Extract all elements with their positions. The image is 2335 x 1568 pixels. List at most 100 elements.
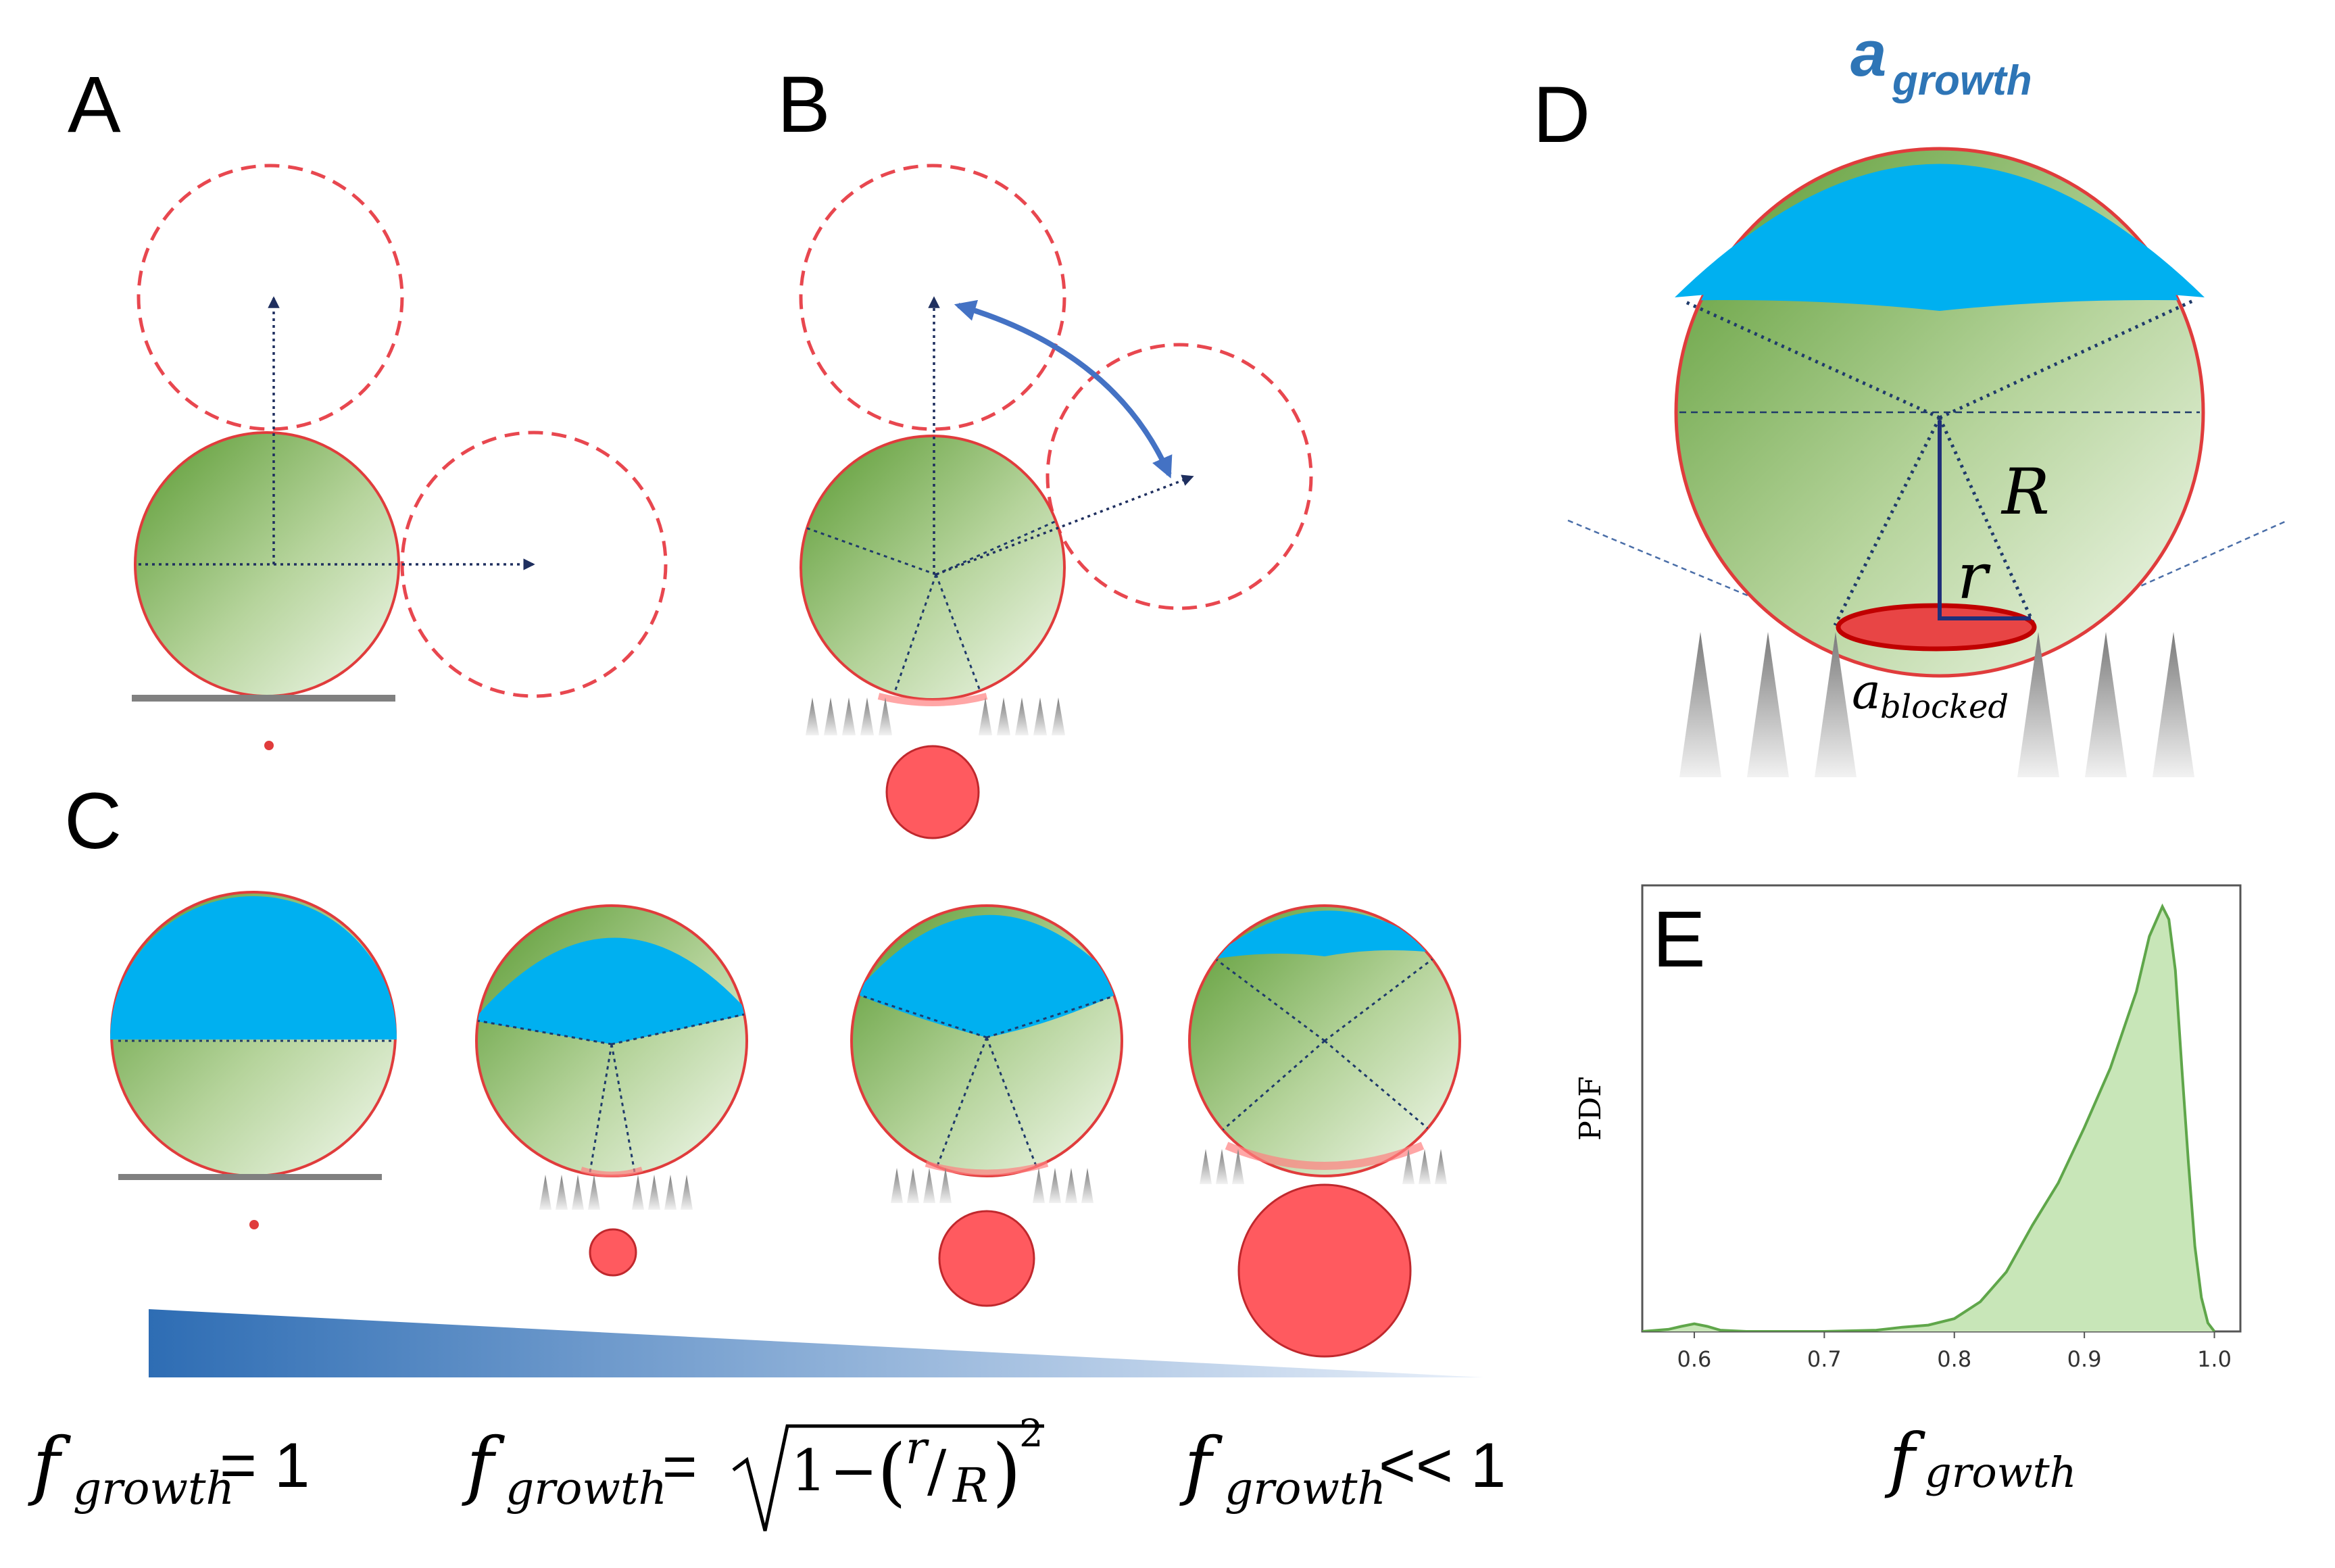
spike <box>2153 632 2194 777</box>
blocked-area-dot <box>885 745 980 839</box>
spike <box>842 697 856 735</box>
spike <box>1679 632 1721 777</box>
spike <box>891 1168 903 1203</box>
cell <box>800 435 1066 701</box>
formula-R: R <box>952 1458 989 1513</box>
panel-d: D a growth R r a blocked <box>1533 18 2288 777</box>
spike <box>1747 632 1789 777</box>
growth-cap <box>1210 910 1440 960</box>
growth-arrow-right <box>935 474 1194 576</box>
formula-sub: growth <box>506 1463 667 1515</box>
spike <box>979 697 992 735</box>
dashed-circle-top <box>137 164 404 431</box>
panel-c: C <box>28 777 1506 1532</box>
formula-exp: 2 <box>1019 1412 1043 1456</box>
x-tick-label: 1.0 <box>2197 1346 2232 1372</box>
formula-rhs: = 1 <box>220 1429 310 1500</box>
panel-b: B <box>777 60 1313 839</box>
spike <box>860 697 874 735</box>
density-area <box>1642 906 2215 1331</box>
contact-dot <box>249 1220 259 1229</box>
panel-label-a: A <box>68 60 121 149</box>
growth-cap-top <box>1675 167 2205 297</box>
growth-cap <box>855 914 1122 1037</box>
spike <box>572 1175 584 1210</box>
panel-label-b: B <box>777 60 831 149</box>
x-tick-label: 0.7 <box>1807 1346 1842 1372</box>
formula-minus: − <box>830 1438 877 1504</box>
facet-lines <box>804 519 1058 700</box>
spike-row-left <box>806 697 892 735</box>
spike <box>997 697 1010 735</box>
panel-a: A <box>68 60 668 750</box>
tangent-right <box>2037 519 2288 633</box>
x-ticks: 0.6 0.7 0.8 0.9 1.0 <box>1677 1331 2232 1372</box>
spike <box>588 1175 600 1210</box>
dashed-circle-top <box>799 164 1066 431</box>
x-tick-label: 0.8 <box>1937 1346 1971 1372</box>
spike <box>1815 632 1857 777</box>
spike-rows <box>891 1168 1093 1203</box>
a-blocked-sub: blocked <box>1880 688 2009 726</box>
panel-label-d: D <box>1533 70 1590 160</box>
blocked-area-dot <box>1237 1183 1412 1358</box>
a-growth-sub: growth <box>1892 57 2032 104</box>
label-r: r <box>1957 540 1991 614</box>
cell-spikes-small <box>475 904 748 1277</box>
spike <box>923 1168 935 1203</box>
spike-row-right <box>979 697 1065 735</box>
spike <box>2017 632 2059 777</box>
x-tick-label: 0.6 <box>1677 1346 1712 1372</box>
spike <box>1081 1168 1093 1203</box>
sqrt-sign <box>732 1424 1044 1532</box>
spike <box>1419 1149 1431 1184</box>
paren-close: ) <box>992 1428 1021 1515</box>
cell-flat <box>110 891 397 1229</box>
spike <box>879 697 892 735</box>
spike <box>664 1175 677 1210</box>
spike <box>1049 1168 1061 1203</box>
formula-right: f growth << 1 <box>1179 1421 1506 1515</box>
growth-cap <box>110 896 397 1039</box>
spike <box>1435 1149 1447 1184</box>
formula-left: f growth = 1 <box>28 1421 310 1515</box>
spike <box>1216 1149 1228 1184</box>
spike <box>632 1175 644 1210</box>
a-growth-base: a <box>1850 18 1886 90</box>
spike <box>681 1175 693 1210</box>
formula-rhs: << 1 <box>1379 1429 1506 1500</box>
x-axis-label-sub: growth <box>1925 1448 2077 1497</box>
flat-surface <box>132 695 395 702</box>
flat-surface <box>118 1174 382 1180</box>
blocked-area <box>1836 603 2037 652</box>
spike <box>824 697 837 735</box>
spike-rows <box>539 1175 693 1210</box>
spike <box>1033 1168 1045 1203</box>
radius-marker <box>1938 420 2031 620</box>
blocked-area-dot <box>589 1228 637 1277</box>
spike <box>1015 697 1029 735</box>
dashed-circle-right <box>1046 343 1313 610</box>
spike-row <box>1679 632 2194 777</box>
paren-open: ( <box>877 1428 906 1515</box>
spike <box>1232 1149 1244 1184</box>
label-R: R <box>2000 456 2050 529</box>
spike <box>1033 697 1047 735</box>
growth-cap <box>476 937 747 1044</box>
formula-middle: f growth = 1 − ( r / R ) 2 <box>462 1412 1044 1532</box>
chart-title: E <box>1652 895 1706 984</box>
facet-lines <box>1681 299 2194 627</box>
rotation-arrow <box>954 299 1173 479</box>
density-line <box>1642 903 2216 1331</box>
formula-r: r <box>906 1422 929 1474</box>
spike <box>556 1175 568 1210</box>
formula-one: 1 <box>791 1438 827 1504</box>
spike <box>1065 1168 1077 1203</box>
panel-e: E 0.6 0.7 0.8 0.9 1.0 PDF f growth <box>1573 884 2242 1500</box>
x-axis-label-f: f <box>1884 1418 1925 1500</box>
formula-sub: growth <box>73 1463 235 1515</box>
formula-f: f <box>1179 1421 1223 1508</box>
blocked-contact <box>877 693 988 706</box>
formula-sub: growth <box>1225 1463 1386 1515</box>
fraction-slash: / <box>927 1438 947 1504</box>
